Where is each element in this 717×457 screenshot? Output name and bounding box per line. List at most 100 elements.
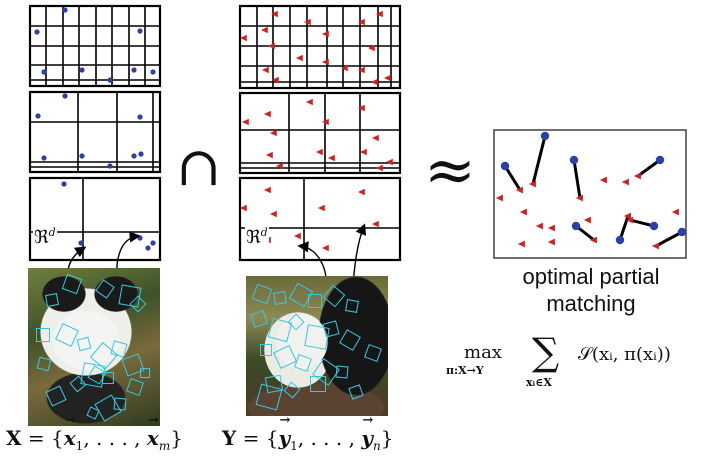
space-symbol: ℜ (246, 227, 261, 248)
y-vector-last: → y (361, 413, 374, 450)
red-triangle-icon (547, 224, 555, 232)
similarity-term: 𝒮(xᵢ, π(xᵢ)) (578, 344, 671, 365)
panda-photo-x (28, 268, 160, 426)
blue-point-icon (131, 67, 137, 73)
red-triangle-icon (372, 134, 379, 142)
x-set-formula: X = {→ x1, . . . , → xm} (6, 413, 183, 453)
red-triangle-icon (240, 204, 247, 212)
red-triangle-icon (322, 244, 329, 252)
match-line (503, 165, 522, 191)
feature-box (140, 368, 150, 378)
blue-point-icon (79, 67, 85, 73)
blue-point-icon (61, 181, 67, 187)
space-label-y: ℜd (245, 226, 269, 248)
y-ellipsis: , . . . , (297, 426, 362, 450)
feature-box (322, 320, 340, 338)
red-triangle-icon (261, 26, 268, 34)
red-triangle-icon (322, 118, 329, 126)
matching-title-line2: matching (546, 291, 636, 316)
red-triangle-icon (270, 210, 277, 218)
red-triangle-icon (360, 148, 367, 156)
red-triangle-icon (376, 164, 383, 172)
y-var: y (278, 426, 291, 450)
blue-point-icon (137, 28, 143, 34)
y-pyramid (238, 4, 402, 262)
x-grid-level-fine (28, 4, 162, 88)
blue-point-icon (62, 93, 68, 99)
blue-point-icon (107, 77, 113, 83)
red-triangle-icon (268, 42, 275, 50)
blue-point-icon (78, 240, 84, 246)
x-ellipsis: , . . . , (83, 426, 147, 450)
y-grid-level-medium (238, 91, 402, 175)
blue-point-icon (571, 221, 581, 231)
red-triangle-icon (276, 162, 283, 170)
red-triangle-icon (547, 238, 555, 246)
red-triangle-icon (294, 232, 301, 240)
red-triangle-icon (322, 30, 329, 38)
y-set-eq: = { (236, 426, 279, 450)
space-label-x: ℜd (33, 226, 57, 248)
x-pyramid (28, 4, 162, 262)
blue-point-icon (649, 221, 659, 231)
red-triangle-icon (242, 118, 249, 126)
red-triangle-icon (358, 188, 365, 196)
feature-box (294, 354, 312, 372)
red-triangle-icon (515, 186, 523, 194)
max-subscript: π:X→Y (446, 364, 484, 377)
feature-box (339, 329, 361, 351)
objective-formula: max π:X→Y ∑ xᵢ∈X 𝒮(xᵢ, π(xᵢ)) (446, 330, 710, 402)
feature-box (348, 384, 364, 400)
feature-box (55, 323, 79, 347)
blue-point-icon (41, 69, 47, 75)
feature-box (260, 344, 272, 356)
y-vector-first: → y (278, 413, 291, 450)
feature-box (36, 328, 50, 342)
red-triangle-icon (376, 10, 383, 18)
x-close: } (170, 426, 183, 450)
red-triangle-icon (316, 148, 323, 156)
red-triangle-icon (575, 194, 583, 202)
red-triangle-icon (372, 220, 379, 228)
red-triangle-icon (621, 178, 629, 186)
sum-subscript: xᵢ∈X (526, 376, 552, 389)
feature-box (45, 293, 59, 307)
red-triangle-icon (495, 194, 503, 202)
x-points-fine (34, 7, 156, 83)
blue-point-icon (677, 227, 687, 237)
blue-point-icon (137, 114, 143, 120)
red-triangle-icon (517, 240, 525, 248)
match-blue-points (500, 131, 687, 245)
red-triangle-icon (262, 66, 269, 74)
y-sub-first: 1 (290, 439, 298, 453)
match-line (655, 230, 683, 248)
red-triangle-icon (296, 54, 303, 62)
blue-point-icon (35, 113, 41, 119)
blue-point-icon (655, 155, 665, 165)
x-vector-last: → x (146, 413, 159, 450)
feature-box (335, 365, 349, 379)
feature-box (310, 376, 326, 392)
red-triangle-icon (272, 76, 279, 84)
blue-point-icon (540, 131, 550, 141)
max-operator: max (464, 342, 502, 363)
red-triangle-icon (328, 154, 335, 162)
blue-point-icon (62, 7, 68, 13)
red-triangle-icon (384, 74, 391, 82)
y-sub-last: n (372, 439, 381, 453)
y-var: y (361, 426, 373, 450)
red-triangle-icon (386, 158, 393, 166)
x-points-medium (35, 93, 144, 169)
blue-point-icon (131, 153, 137, 159)
feature-box (273, 291, 287, 305)
blue-point-icon (150, 240, 156, 246)
feature-box (322, 284, 346, 308)
space-exponent: d (260, 226, 268, 239)
red-triangle-icon (535, 222, 543, 230)
x-set-symbol: X (6, 426, 22, 450)
y-set-formula: Y = {→ y1, . . . , → yn} (222, 413, 393, 453)
match-line (637, 158, 661, 178)
red-triangle-icon (368, 44, 375, 52)
space-exponent: d (48, 226, 56, 239)
blue-point-icon (79, 153, 85, 159)
